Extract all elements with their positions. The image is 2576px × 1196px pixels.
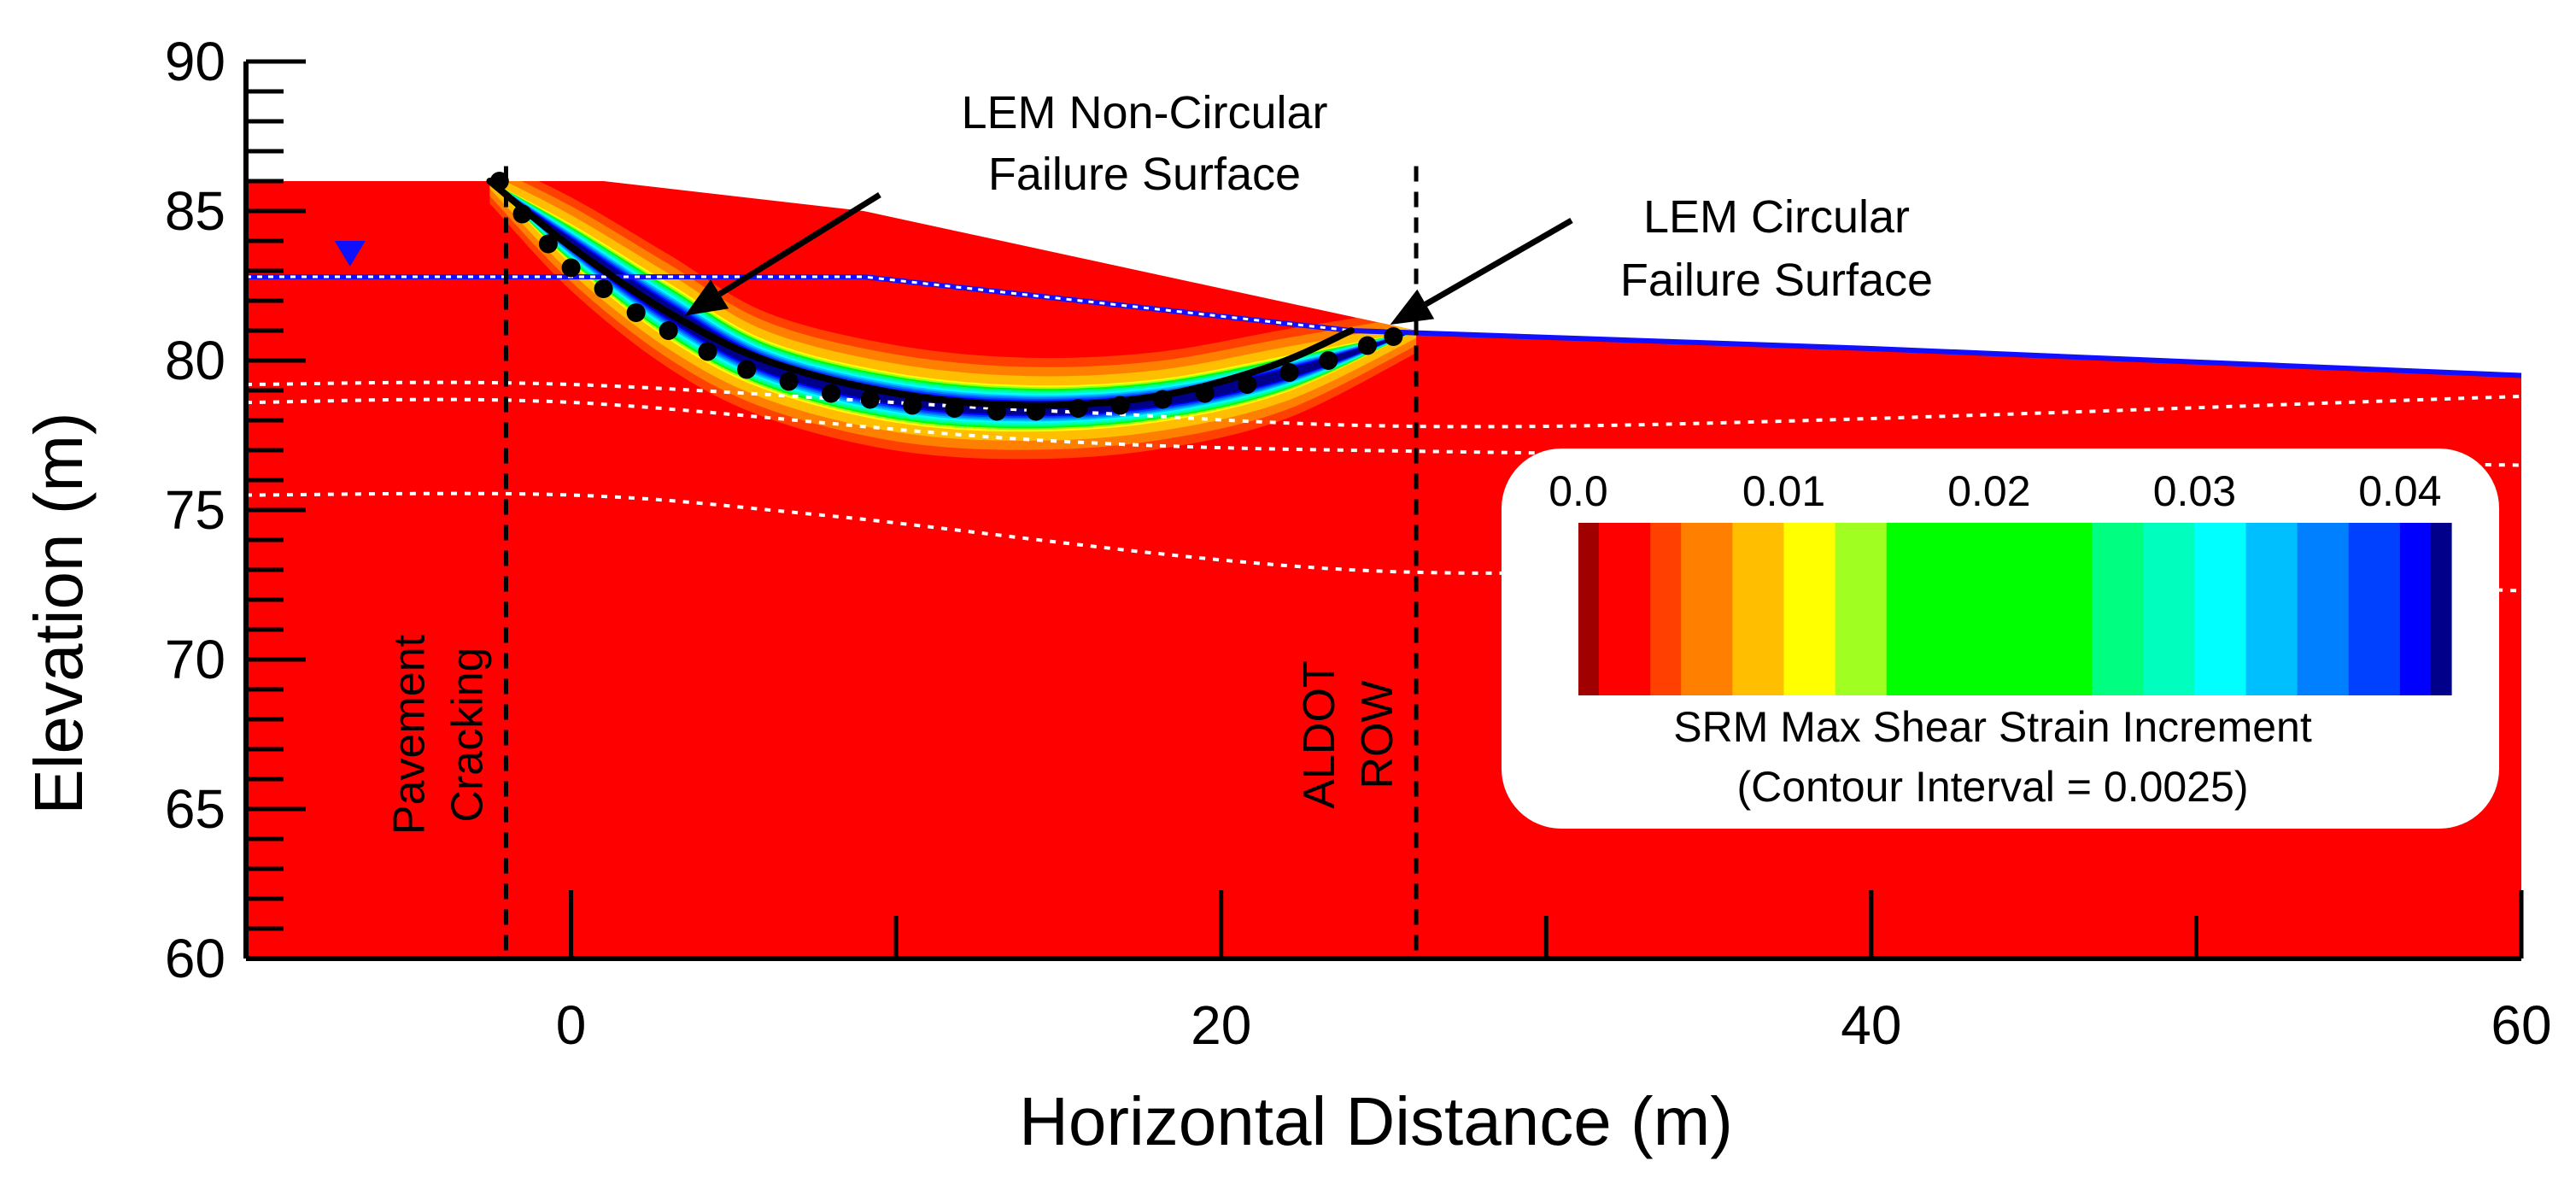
circular-surface-point [1195,384,1215,403]
annotations: LEM Non-Circular Failure Surface LEM Cir… [684,87,1933,325]
circular-surface-point [594,279,613,298]
x-tick-label: 0 [556,994,587,1056]
strain-contour-layer [489,181,1417,431]
non-circular-label-line2: Failure Surface [988,149,1301,200]
axes: 60 65 70 75 80 85 90 0 20 40 60 [165,31,2552,1056]
circular-surface-point [538,234,558,254]
non-circular-arrow-line [717,192,881,297]
strain-contour-layer [489,181,1417,441]
x-tick-label: 20 [1191,994,1251,1056]
y-tick-label: 75 [165,479,225,541]
circular-surface-point [626,303,646,322]
circular-surface-point [1026,402,1045,421]
colorbar-bin [2431,523,2452,695]
colorbar-title-line1: SRM Max Shear Strain Increment [1673,703,2312,751]
y-tick-label: 90 [165,31,225,92]
circular-label-line1: LEM Circular [1643,191,1910,243]
colorbar-legend: 0.0 0.01 0.02 0.03 0.04 SRM Max Shear Strain… [1502,448,2499,829]
circular-arrow-head [1390,289,1435,325]
layer-boundary-line [245,491,2522,593]
vertical-marker-label-line2: ROW [1353,680,1402,789]
circular-surface-point [1068,399,1088,418]
strain-contour-layer [489,181,1417,429]
colorbar-tick-label: 0.04 [2358,467,2441,515]
water-table-marker-icon [334,241,366,267]
vertical-marker-label-line1: ALDOT [1295,660,1344,808]
circular-surface-point [1110,396,1130,415]
circular-surface-point [561,258,581,278]
layer-boundary-line [245,380,2522,429]
colorbar-bin [1886,523,2093,695]
colorbar-bin [2092,523,2144,695]
colorbar-bin [2143,523,2195,695]
circular-surface-point [659,321,678,340]
vertical-marker-label-line1: Pavement [384,634,434,835]
x-tick-label: 40 [1841,994,1901,1056]
colorbar-bin [1732,523,1785,695]
y-tick-label: 85 [165,180,225,242]
water-table-dotted-overlay [246,275,1352,332]
circular-label-line2: Failure Surface [1620,255,1933,306]
circular-surface-point [512,204,532,224]
circular-surface-point [698,342,717,361]
circular-surface-point [945,399,964,418]
colorbar [1578,523,2452,695]
colorbar-bin [1578,523,1600,695]
circular-arrow-line [1424,217,1573,308]
colorbar-tick-label: 0.0 [1549,467,1608,515]
non-circular-arrow-head [684,279,729,316]
colorbar-bin [1650,523,1682,695]
colorbar-bin [2245,523,2298,695]
strain-contour-layer [489,181,1417,432]
colorbar-bin [1599,523,1651,695]
y-tick-label: 65 [165,778,225,840]
non-circular-failure-surface [486,178,1355,409]
colorbar-bin [2194,523,2247,695]
strain-zone-band [489,181,1417,460]
colorbar-bin [2399,523,2432,695]
colorbar-tick-labels: 0.0 0.01 0.02 0.03 0.04 [1549,467,2441,515]
strain-contour-layer [489,181,1417,422]
y-tick-label: 80 [165,330,225,391]
colorbar-tick-label: 0.02 [1947,467,2030,515]
colorbar-bin [2297,523,2350,695]
circular-surface-point [987,402,1007,421]
circular-surface-point [1358,336,1377,355]
circular-surface-point [903,396,922,415]
colorbar-bin [1681,523,1733,695]
x-tick-label: 60 [2491,994,2551,1056]
circular-surface-point [1279,363,1299,382]
circular-surface-point [822,384,840,403]
circular-surface-point [1384,327,1403,346]
non-circular-label-line1: LEM Non-Circular [961,87,1327,138]
vertical-marker-label-line2: Cracking [442,647,492,822]
y-tick-label: 70 [165,629,225,690]
circular-surface-point [860,390,880,409]
y-axis-title: Elevation (m) [20,412,97,814]
colorbar-title-line2: (Contour Interval = 0.0025) [1737,763,2249,811]
circular-surface-point [779,372,799,391]
colorbar-bin [1783,523,1836,695]
x-axis-title: Horizontal Distance (m) [1019,1083,1733,1159]
colorbar-bin [2348,523,2401,695]
circular-surface-point [737,360,757,379]
circular-surface-point [1319,351,1338,370]
vertical-markers: Pavement Cracking ALDOT ROW [384,166,1419,959]
colorbar-bin [1835,523,1888,695]
colorbar-tick-label: 0.03 [2153,467,2236,515]
colorbar-tick-label: 0.01 [1742,467,1825,515]
y-tick-label: 60 [165,928,225,989]
circular-surface-point [1153,390,1173,409]
circular-surface-point [1238,375,1257,394]
